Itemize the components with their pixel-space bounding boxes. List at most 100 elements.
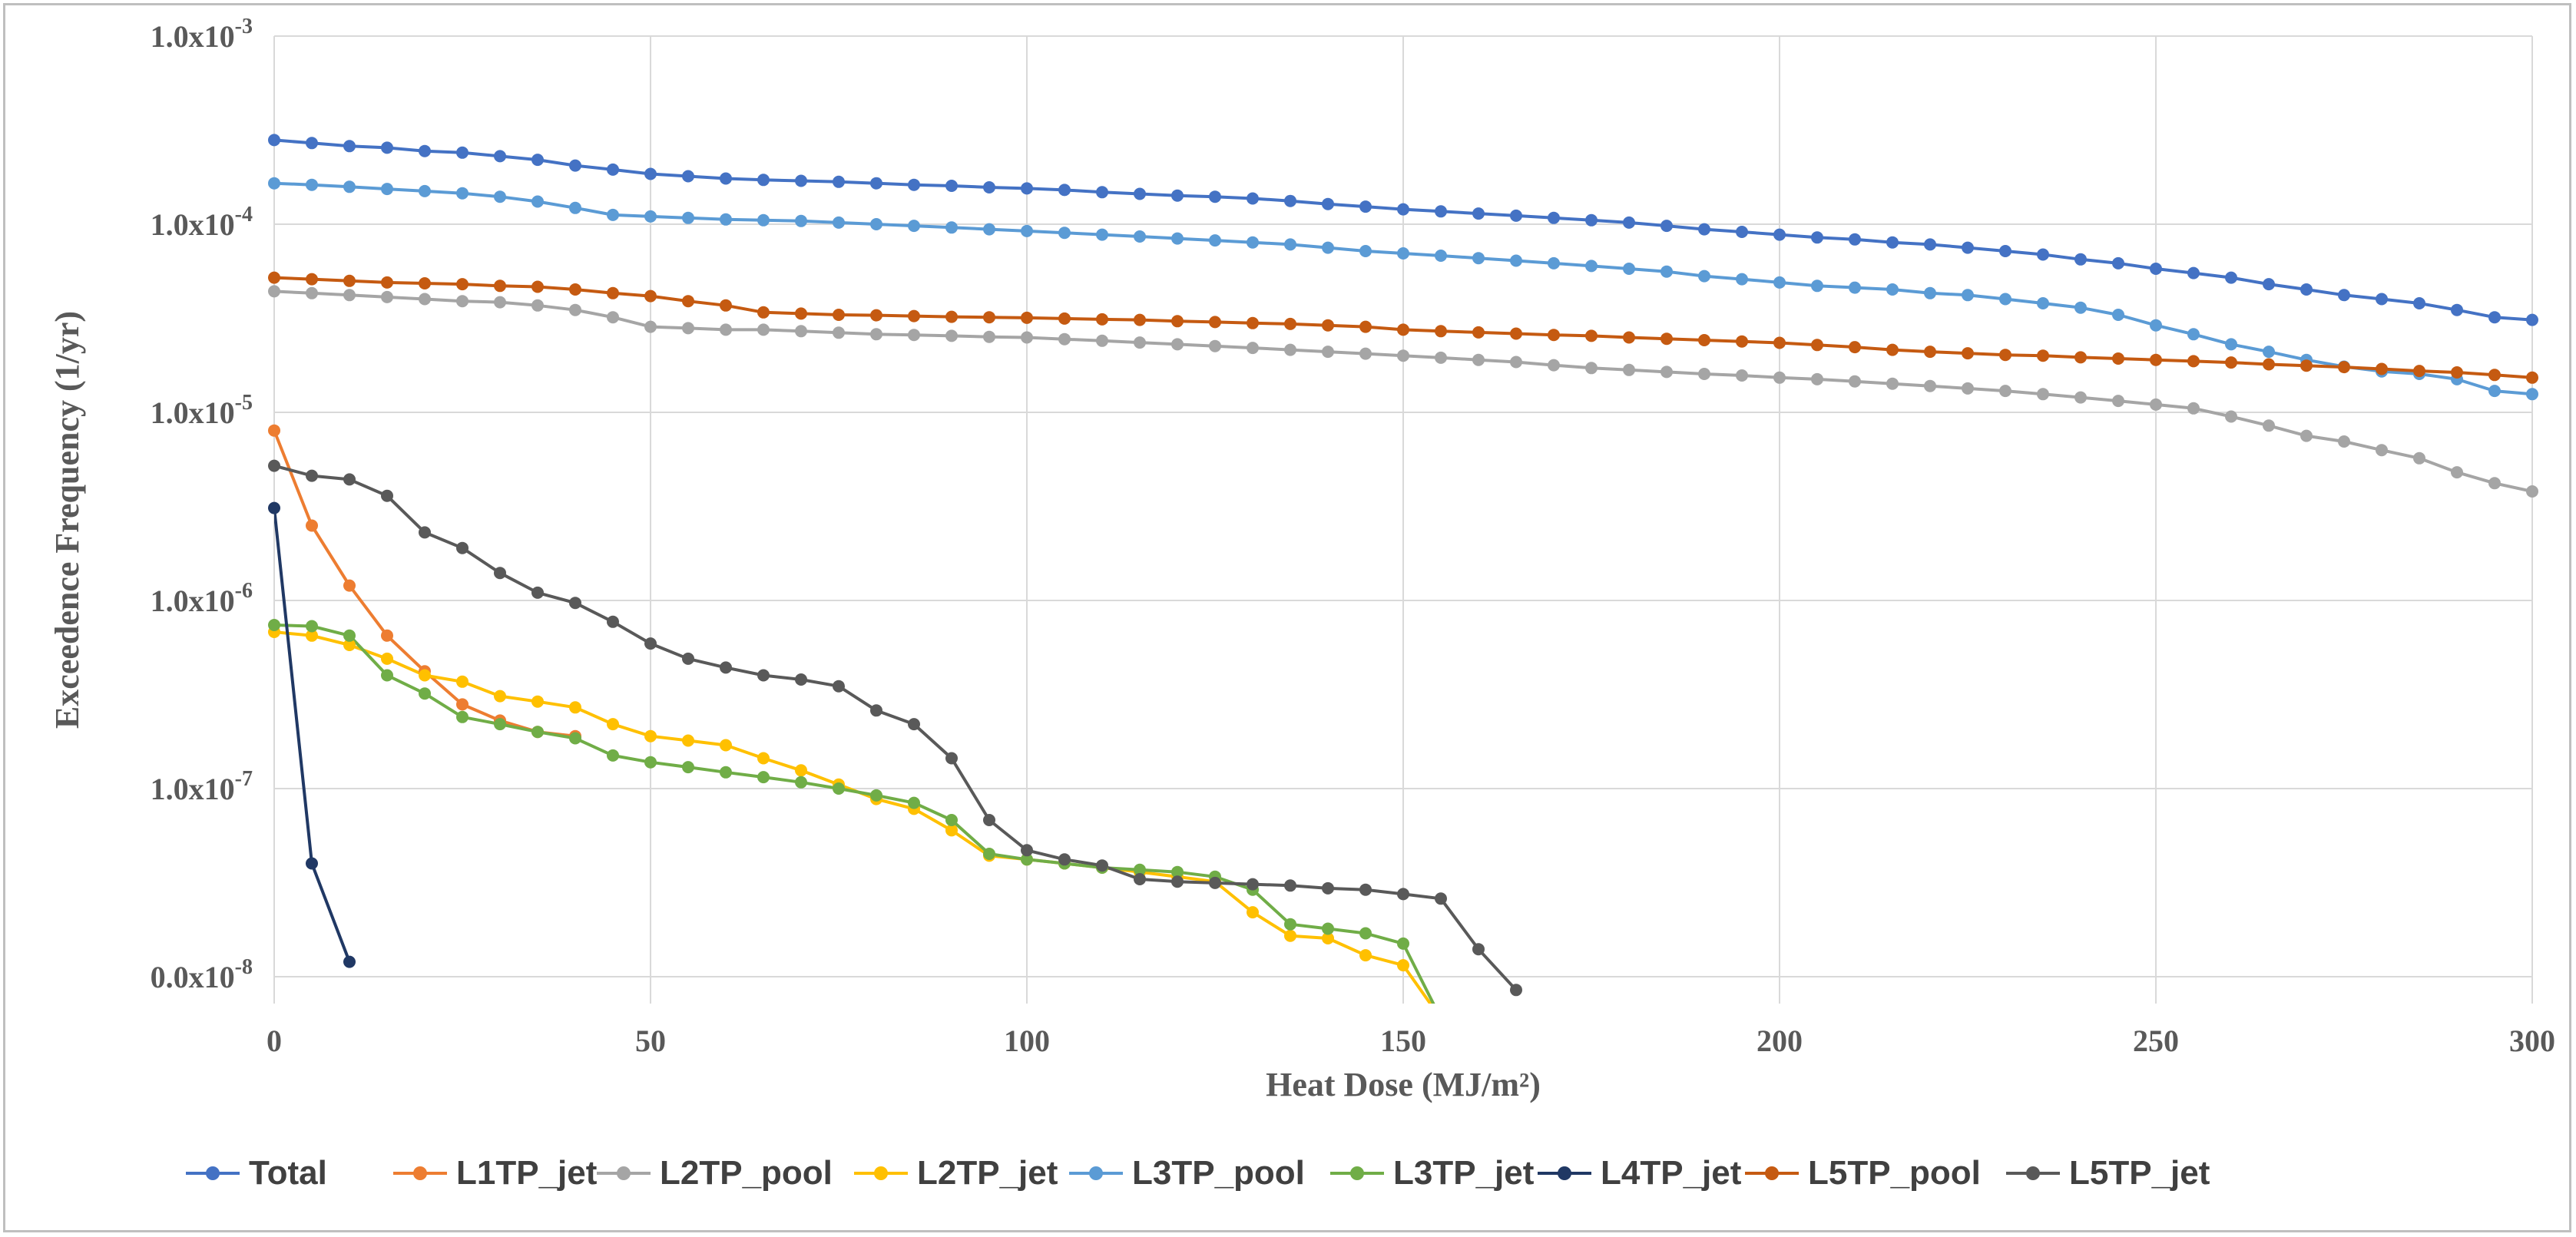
data-point-l3tp-jet <box>1021 853 1033 866</box>
data-point-l3tp-pool <box>1698 270 1710 283</box>
data-point-total <box>456 146 469 159</box>
data-point-total <box>1736 226 1748 238</box>
data-point-l3tp-jet <box>983 848 995 860</box>
data-point-total <box>2413 297 2425 309</box>
data-point-l2tp-pool <box>1698 368 1710 380</box>
data-point-l5tp-pool <box>720 299 732 312</box>
data-point-l3tp-pool <box>456 187 469 200</box>
data-point-l3tp-jet <box>945 814 958 826</box>
series-line-l3tp-jet <box>274 623 1435 1004</box>
data-point-l5tp-pool <box>2376 362 2388 375</box>
data-point-l2tp-pool <box>2413 451 2425 465</box>
data-point-l3tp-jet <box>607 749 619 762</box>
data-point-l3tp-pool <box>2488 385 2501 398</box>
data-point-total <box>983 181 995 193</box>
data-point-l5tp-jet <box>1021 844 1033 857</box>
data-point-l3tp-jet <box>833 782 845 795</box>
data-point-total <box>1134 187 1146 200</box>
data-point-l3tp-pool <box>268 177 280 190</box>
data-point-l5tp-jet <box>833 680 845 693</box>
legend-label: L3TP_pool <box>1132 1154 1305 1192</box>
data-point-l5tp-pool <box>569 283 581 296</box>
data-point-l5tp-pool <box>2150 353 2162 366</box>
data-point-l2tp-pool <box>1435 351 1447 364</box>
data-point-total <box>2187 266 2200 279</box>
data-point-l5tp-jet <box>419 526 431 539</box>
data-point-l3tp-jet <box>343 629 356 642</box>
data-point-l3tp-jet <box>569 732 581 745</box>
data-point-l5tp-pool <box>419 277 431 289</box>
data-point-total <box>1359 200 1372 213</box>
legend-swatch-marker <box>1350 1166 1364 1180</box>
data-point-total <box>2526 313 2538 326</box>
y-tick-mantissa: 1.0x10 <box>151 395 235 430</box>
data-point-l2tp-pool <box>644 320 657 333</box>
data-point-l3tp-pool <box>1021 224 1033 237</box>
data-point-l2tp-pool <box>1359 347 1372 360</box>
data-point-l2tp-pool <box>1021 331 1033 344</box>
data-point-l3tp-pool <box>833 216 845 229</box>
data-point-l3tp-jet <box>1359 927 1372 940</box>
legend-swatch-marker <box>206 1166 220 1180</box>
data-point-l2tp-pool <box>1284 343 1296 356</box>
data-point-l3tp-jet <box>268 619 280 631</box>
grid-lines <box>273 35 2533 1004</box>
data-point-l5tp-jet <box>268 459 280 472</box>
data-point-total <box>833 175 845 188</box>
x-tick-label: 300 <box>2509 1024 2555 1058</box>
legend-swatch-marker <box>874 1166 888 1180</box>
data-point-l5tp-jet <box>757 669 770 682</box>
data-point-l2tp-pool <box>945 329 958 342</box>
data-point-l3tp-jet <box>870 789 882 802</box>
data-point-l2tp-jet <box>607 718 619 731</box>
data-point-l5tp-pool <box>1472 326 1485 339</box>
data-point-l2tp-pool <box>531 299 544 312</box>
data-point-l3tp-pool <box>1171 232 1184 245</box>
data-point-l5tp-pool <box>1736 335 1748 348</box>
data-point-l2tp-pool <box>456 295 469 308</box>
legend-item-l5tp-pool: L5TP_pool <box>1745 1154 1981 1192</box>
data-point-l3tp-jet <box>456 710 469 723</box>
data-point-total <box>1435 205 1447 218</box>
data-point-l2tp-pool <box>1209 339 1221 352</box>
data-point-l3tp-jet <box>795 776 807 789</box>
data-point-l5tp-pool <box>757 306 770 319</box>
data-point-total <box>1660 220 1673 233</box>
data-point-l3tp-pool <box>1849 281 1861 294</box>
data-point-total <box>1510 209 1522 222</box>
data-point-l5tp-jet <box>983 814 995 826</box>
data-point-l5tp-jet <box>1472 943 1485 956</box>
data-point-l5tp-jet <box>1359 883 1372 896</box>
data-point-l3tp-pool <box>1322 241 1334 254</box>
data-point-total <box>1849 233 1861 246</box>
legend-swatch-marker <box>413 1166 427 1180</box>
data-point-l2tp-pool <box>1548 359 1560 372</box>
data-point-l2tp-pool <box>2112 395 2124 408</box>
data-point-l5tp-pool <box>2413 365 2425 378</box>
data-point-l4tp-jet <box>343 955 356 968</box>
data-point-l5tp-pool <box>381 276 393 289</box>
legend-swatch-marker <box>1558 1166 1571 1180</box>
data-point-l2tp-pool <box>1999 385 2011 398</box>
data-point-l3tp-pool <box>1209 234 1221 247</box>
data-point-l1tp-jet <box>456 698 469 711</box>
data-point-l3tp-jet <box>682 761 694 774</box>
data-point-l5tp-pool <box>1058 312 1071 325</box>
data-point-l5tp-pool <box>2488 369 2501 382</box>
data-point-l5tp-jet <box>381 489 393 502</box>
data-point-total <box>2112 256 2124 270</box>
data-point-l1tp-jet <box>268 424 280 437</box>
data-point-l3tp-pool <box>1623 263 1635 275</box>
data-point-total <box>306 137 318 150</box>
y-tick-mantissa: 1.0x10 <box>151 19 235 54</box>
data-point-l1tp-jet <box>381 629 393 642</box>
data-point-total <box>569 159 581 172</box>
y-tick-label: 1.0x10-7 <box>151 767 253 806</box>
data-point-l3tp-pool <box>1472 252 1485 265</box>
data-point-l2tp-pool <box>1096 334 1108 347</box>
data-point-l5tp-pool <box>1021 311 1033 324</box>
data-point-total <box>870 177 882 190</box>
data-point-l3tp-pool <box>2225 338 2237 351</box>
data-point-l5tp-pool <box>2074 351 2087 364</box>
data-point-l5tp-jet <box>1284 879 1296 892</box>
